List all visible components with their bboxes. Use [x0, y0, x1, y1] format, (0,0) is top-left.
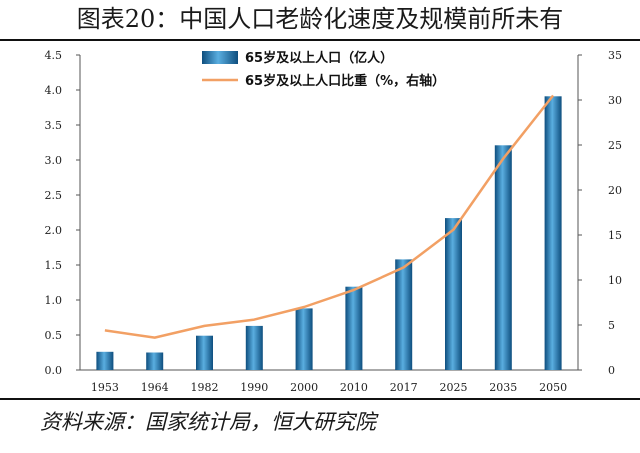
bar-2025 — [445, 218, 462, 370]
x-tick-label: 1982 — [191, 381, 219, 394]
x-tick-labels: 1953 1964 1982 1990 2000 2010 2017 2025 2035 2050 — [91, 381, 567, 394]
x-tick-label: 2025 — [440, 381, 468, 394]
legend: 65岁及以上人口（亿人） 65岁及以上人口比重（%，右轴） — [202, 50, 445, 89]
x-tick-label: 2017 — [390, 381, 418, 394]
chart: 0.00.51.01.52.02.53.03.54.04.50510152025… — [45, 49, 623, 394]
right-tick-label: 35 — [608, 49, 622, 62]
left-tick-label: 2.5 — [45, 189, 63, 202]
x-tick-label: 1953 — [91, 381, 119, 394]
bar-series — [96, 96, 562, 371]
chart-title: 图表20：中国人口老龄化速度及规模前所未有 — [76, 5, 564, 33]
x-tick-label: 2035 — [489, 381, 517, 394]
source-note: 资料来源：国家统计局，恒大研究院 — [40, 410, 376, 434]
axes: 0.0 0.5 1.0 1.5 2.0 2.5 3.0 3.5 4.0 4.5 0 5 10 15 20 25… — [45, 49, 623, 377]
right-tick-label: 15 — [608, 229, 622, 242]
left-tick-label: 0.5 — [45, 329, 63, 342]
right-tick-label: 5 — [608, 319, 615, 332]
left-tick-label: 3.5 — [45, 119, 63, 132]
left-tick-label: 3.0 — [45, 154, 63, 167]
bar-1953 — [96, 351, 114, 370]
bar-2017 — [395, 259, 413, 370]
right-tick-label: 0 — [608, 364, 615, 377]
bar-2050 — [544, 96, 562, 371]
bar-2035 — [494, 145, 512, 370]
legend-bar-swatch — [202, 51, 238, 64]
left-tick-label: 0.0 — [45, 364, 63, 377]
x-tick-label: 1990 — [240, 381, 268, 394]
right-tick-label: 20 — [608, 184, 622, 197]
bar-2000 — [295, 308, 313, 370]
x-tick-label: 1964 — [141, 381, 169, 394]
source-rule — [0, 398, 640, 400]
title-rule — [0, 39, 640, 41]
line-series — [104, 94, 555, 339]
legend-bar-label: 65岁及以上人口（亿人） — [245, 50, 393, 66]
x-tick-label: 2000 — [290, 381, 318, 394]
bar-1964 — [146, 352, 164, 370]
left-tick-label: 1.5 — [45, 259, 63, 272]
right-tick-label: 10 — [608, 274, 622, 287]
x-tick-label: 2010 — [340, 381, 368, 394]
left-tick-label: 4.0 — [45, 84, 63, 97]
bar-1982 — [196, 335, 213, 370]
left-tick-label: 2.0 — [45, 224, 63, 237]
bar-2010 — [345, 286, 363, 370]
right-tick-label: 25 — [608, 139, 622, 152]
left-tick-label: 1.0 — [45, 294, 63, 307]
right-tick-label: 30 — [608, 94, 622, 107]
left-tick-label: 4.5 — [45, 49, 63, 62]
line-series-path — [104, 94, 555, 339]
x-tick-label: 2050 — [539, 381, 567, 394]
legend-line-label: 65岁及以上人口比重（%，右轴） — [245, 73, 445, 89]
bar-1990 — [245, 325, 263, 370]
